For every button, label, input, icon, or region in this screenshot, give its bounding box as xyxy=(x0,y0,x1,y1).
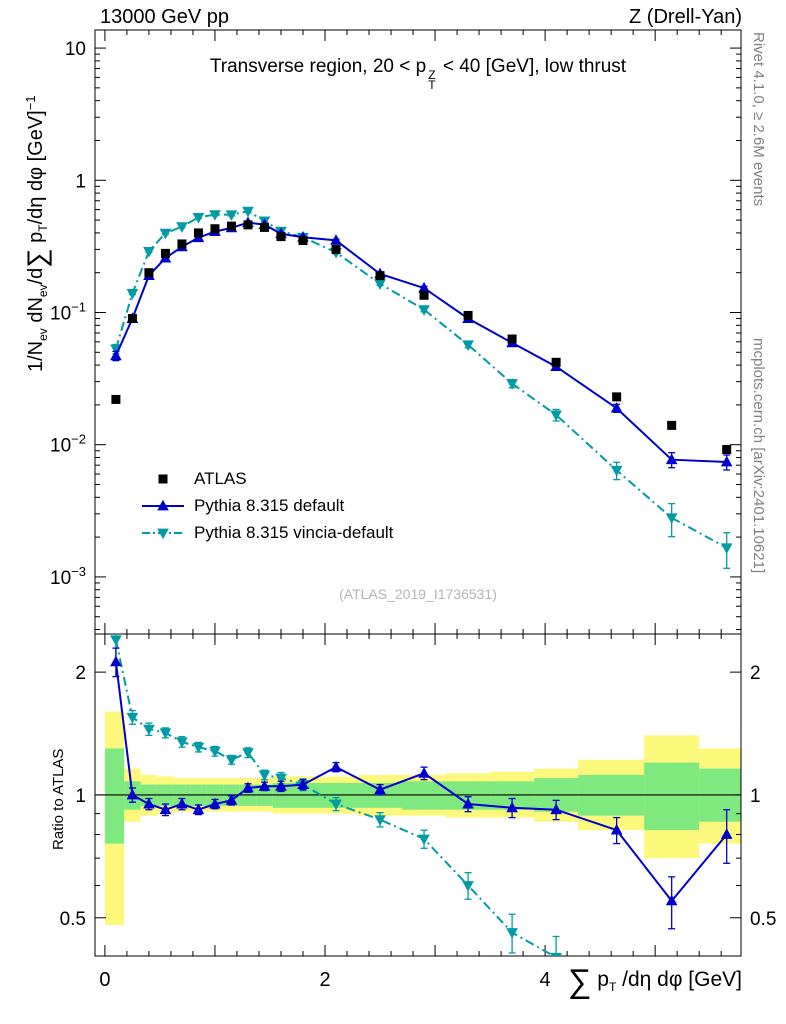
svg-text:10−3: 10−3 xyxy=(50,564,86,589)
x-axis-label: ∑ pT /dη dφ [GeV] xyxy=(568,962,742,1000)
analysis-id-watermark: (ATLAS_2019_I1736531) xyxy=(339,586,497,602)
plot-title-post: < 40 [GeV], low thrust xyxy=(437,56,627,77)
atlas-marker-icon xyxy=(140,469,186,489)
pythia-vincia-marker-icon xyxy=(140,523,186,543)
svg-text:0.5: 0.5 xyxy=(750,909,776,930)
mcplots-arxiv-note: mcplots.cern.ch [arXiv:2401.10621] xyxy=(750,338,767,574)
plot-title-sup: Z xyxy=(428,68,436,82)
xlabel-part: p xyxy=(591,968,609,991)
legend: ATLAS Pythia 8.315 default Pythia 8.315 … xyxy=(140,465,393,546)
svg-text:2: 2 xyxy=(319,969,330,991)
ratio-axis-label: Ratio to ATLAS xyxy=(50,748,67,850)
plot-title-pre: Transverse region, 20 < p xyxy=(209,56,427,77)
sigma-symbol: ∑ xyxy=(567,962,592,999)
xlabel-part: /dη dφ [GeV] xyxy=(616,968,742,991)
legend-label: ATLAS xyxy=(194,468,247,488)
legend-item-pythia-vincia: Pythia 8.315 vincia-default xyxy=(140,519,393,546)
legend-item-pythia-default: Pythia 8.315 default xyxy=(140,492,393,519)
process-label: Z (Drell-Yan) xyxy=(629,6,742,28)
svg-text:2: 2 xyxy=(750,663,761,684)
legend-label: Pythia 8.315 default xyxy=(194,495,345,515)
svg-text:1: 1 xyxy=(75,786,86,807)
ylabel-sub: ev xyxy=(36,284,50,298)
plot-title-sub: T xyxy=(428,77,436,92)
beam-energy-label: 13000 GeV pp xyxy=(100,6,229,28)
ylabel-exp: −1 xyxy=(23,95,38,111)
xlabel-sub: T xyxy=(608,980,617,994)
ylabel-sub: ev xyxy=(36,328,50,341)
svg-text:10−2: 10−2 xyxy=(50,432,86,457)
svg-text:2: 2 xyxy=(75,663,86,684)
legend-item-atlas: ATLAS xyxy=(140,465,393,492)
legend-label: Pythia 8.315 vincia-default xyxy=(194,522,394,542)
ylabel-part: p xyxy=(25,231,47,249)
svg-text:4: 4 xyxy=(540,969,551,991)
sigma-symbol: ∑ xyxy=(22,248,52,268)
svg-text:10−1: 10−1 xyxy=(50,299,86,324)
pythia-default-marker-icon xyxy=(140,496,186,516)
svg-text:1: 1 xyxy=(750,786,761,807)
y-axis-label: 1/Nev dNev/d∑ pT/dη dφ [GeV]−1 xyxy=(22,95,53,372)
ylabel-part: dN xyxy=(25,297,47,329)
ylabel-sub: T xyxy=(36,224,50,232)
svg-text:10: 10 xyxy=(65,39,86,60)
svg-text:0.5: 0.5 xyxy=(60,909,86,930)
rivet-version-note: Rivet 4.1.0, ≥ 2.6M events xyxy=(750,32,767,207)
ylabel-part: /d xyxy=(25,267,47,285)
ylabel-part: /dη dφ [GeV] xyxy=(25,110,47,225)
svg-text:0: 0 xyxy=(99,969,110,991)
ylabel-part: 1/N xyxy=(25,340,47,372)
svg-text:1: 1 xyxy=(75,171,86,192)
